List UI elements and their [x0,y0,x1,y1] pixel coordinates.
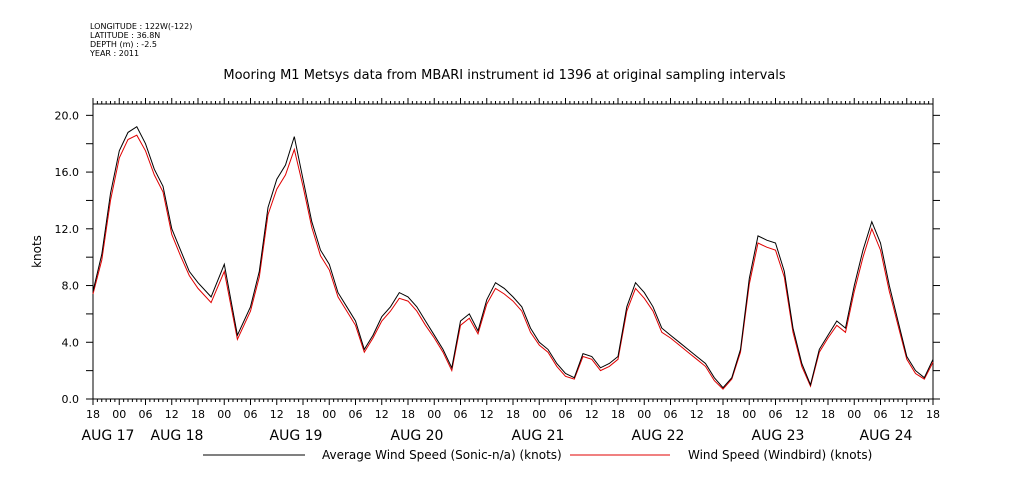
x-day-label: AUG 22 [632,428,685,444]
x-tick-label: 18 [716,408,730,421]
x-day-label: AUG 20 [391,428,444,444]
station-metadata: LONGITUDE : 122W(-122) LATITUDE : 36.8N … [90,22,192,58]
x-tick-label: 12 [900,408,914,421]
x-tick-label: 00 [322,408,336,421]
x-tick-label: 12 [585,408,599,421]
legend-label: Wind Speed (Windbird) (knots) [688,448,872,462]
x-tick-label: 12 [690,408,704,421]
series-line [92,134,934,390]
x-tick-label: 18 [191,408,205,421]
x-tick-label: 18 [86,408,100,421]
latitude-text: LATITUDE : 36.8N [90,31,161,40]
x-tick-label: 18 [401,408,415,421]
x-tick-label: 12 [480,408,494,421]
y-tick-label: 20.0 [55,109,80,122]
x-tick-label: 12 [165,408,179,421]
x-tick-label: 00 [532,408,546,421]
x-day-label: AUG 17 [82,428,135,444]
x-tick-label: 18 [611,408,625,421]
y-tick-label: 8.0 [62,280,80,293]
x-day-label: AUG 23 [752,428,805,444]
x-tick-label: 00 [112,408,126,421]
x-day-label: AUG 19 [270,428,323,444]
x-tick-label: 18 [821,408,835,421]
x-tick-label: 06 [454,408,468,421]
x-tick-label: 18 [926,408,940,421]
x-day-label: AUG 21 [512,428,565,444]
y-tick-label: 16.0 [55,166,80,179]
legend-label: Average Wind Speed (Sonic-n/a) (knots) [322,448,562,462]
x-tick-label: 06 [349,408,363,421]
y-axis-label: knots [30,235,44,268]
x-tick-label: 12 [375,408,389,421]
x-tick-label: 06 [559,408,573,421]
x-tick-label: 00 [742,408,756,421]
longitude-text: LONGITUDE : 122W(-122) [90,22,193,31]
y-tick-label: 4.0 [62,336,80,349]
x-tick-label: 18 [296,408,310,421]
x-tick-label: 12 [795,408,809,421]
x-tick-label: 12 [270,408,284,421]
x-tick-label: 18 [506,408,520,421]
x-tick-label: 06 [139,408,153,421]
x-tick-label: 06 [874,408,888,421]
y-tick-label: 0.0 [62,393,80,406]
x-tick-label: 06 [244,408,258,421]
x-day-label: AUG 24 [860,428,913,444]
chart-title: Mooring M1 Metsys data from MBARI instru… [223,68,786,83]
x-tick-label: 06 [769,408,783,421]
series-line [92,125,934,389]
x-tick-label: 00 [847,408,861,421]
x-tick-label: 00 [427,408,441,421]
plot-frame [92,103,934,400]
x-day-label: AUG 18 [151,428,204,444]
y-tick-label: 12.0 [55,223,80,236]
x-tick-label: 00 [217,408,231,421]
depth-text: DEPTH (m) : -2.5 [90,40,157,49]
x-tick-label: 06 [664,408,678,421]
year-text: YEAR : 2011 [90,49,140,58]
x-tick-label: 00 [637,408,651,421]
